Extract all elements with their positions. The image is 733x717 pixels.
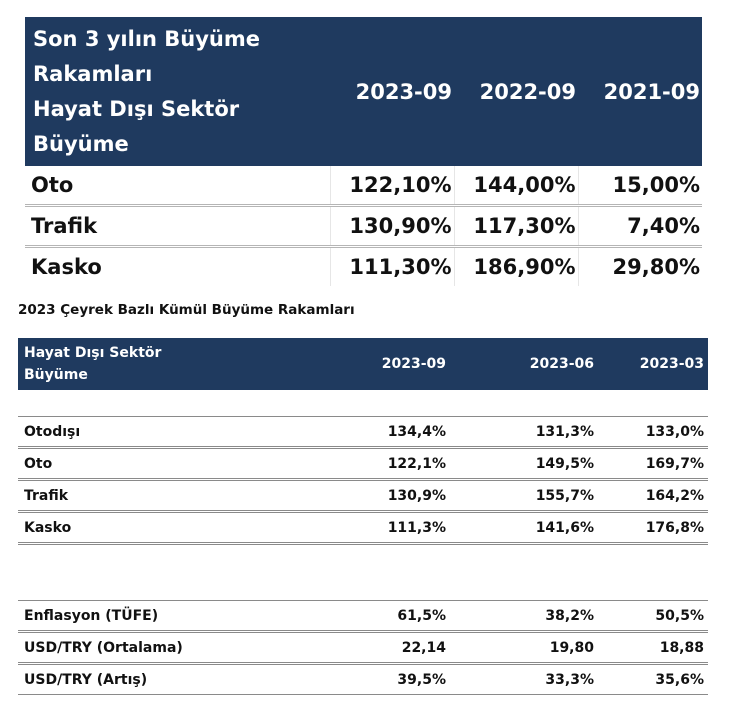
row-label: Trafik xyxy=(18,479,310,513)
spacer-row xyxy=(18,390,708,417)
column-header: 2023-09 xyxy=(330,17,454,166)
column-header: 2022-09 xyxy=(454,17,578,166)
column-header: 2023-03 xyxy=(598,338,708,390)
cell-value: 176,8% xyxy=(598,511,708,545)
row-label: Oto xyxy=(18,447,310,481)
column-header: 2021-09 xyxy=(578,17,702,166)
cell-value: 7,40% xyxy=(577,205,702,248)
table-row: Kasko 111,30% 186,90% 29,80% xyxy=(25,246,702,286)
table-row: USD/TRY (Ortalama) 22,14 19,80 18,88 xyxy=(18,631,708,665)
cell-value: 22,14 xyxy=(310,631,450,665)
cell-value: 61,5% xyxy=(310,600,450,633)
row-label: Otodışı xyxy=(18,416,310,449)
cell-value: 130,90% xyxy=(329,205,454,248)
cell-value: 117,30% xyxy=(453,205,578,248)
row-label: Enflasyon (TÜFE) xyxy=(18,600,310,633)
section-subtitle: 2023 Çeyrek Bazlı Kümül Büyüme Rakamları xyxy=(18,302,355,318)
quarterly-growth-table: Hayat Dışı Sektör Büyüme 2023-09 2023-06… xyxy=(18,338,708,695)
row-label: Kasko xyxy=(18,511,310,545)
cell-value: 39,5% xyxy=(310,663,450,695)
table-header-row: Hayat Dışı Sektör Büyüme 2023-09 2023-06… xyxy=(18,338,708,390)
cell-value: 15,00% xyxy=(577,166,702,207)
cell-value: 18,88 xyxy=(598,631,708,665)
table-row: Oto 122,10% 144,00% 15,00% xyxy=(25,166,702,207)
cell-value: 186,90% xyxy=(453,246,578,286)
cell-value: 134,4% xyxy=(310,416,450,449)
table-row: Oto 122,1% 149,5% 169,7% xyxy=(18,447,708,481)
cell-value: 33,3% xyxy=(450,663,598,695)
cell-value: 29,80% xyxy=(577,246,702,286)
row-label: Oto xyxy=(25,166,330,207)
cell-value: 122,1% xyxy=(310,447,450,481)
cell-value: 130,9% xyxy=(310,479,450,513)
cell-value: 133,0% xyxy=(598,416,708,449)
cell-value: 35,6% xyxy=(598,663,708,695)
row-label: Kasko xyxy=(31,255,102,279)
cell-value: 144,00% xyxy=(453,166,578,207)
cell-value: 155,7% xyxy=(450,479,598,513)
cell-value: 169,7% xyxy=(598,447,708,481)
header-label: Son 3 yılın Büyüme Rakamları Hayat Dışı … xyxy=(25,17,330,166)
row-label: USD/TRY (Ortalama) xyxy=(18,631,310,665)
cell-value: 111,30% xyxy=(329,246,454,286)
cell-value: 131,3% xyxy=(450,416,598,449)
table-row: Enflasyon (TÜFE) 61,5% 38,2% 50,5% xyxy=(18,600,708,633)
column-header: 2023-09 xyxy=(310,338,450,390)
table-row: Kasko 111,3% 141,6% 176,8% xyxy=(18,511,708,545)
table-header-row: Son 3 yılın Büyüme Rakamları Hayat Dışı … xyxy=(25,17,702,166)
cell-value: 122,10% xyxy=(329,166,454,207)
row-label: USD/TRY (Artış) xyxy=(18,663,310,695)
cell-value: 141,6% xyxy=(450,511,598,545)
column-header: 2023-06 xyxy=(450,338,598,390)
table-row: Trafik 130,9% 155,7% 164,2% xyxy=(18,479,708,513)
cell-value: 19,80 xyxy=(450,631,598,665)
cell-value: 111,3% xyxy=(310,511,450,545)
table-row: Otodışı 134,4% 131,3% 133,0% xyxy=(18,416,708,449)
cell-value: 50,5% xyxy=(598,600,708,633)
cell-value: 164,2% xyxy=(598,479,708,513)
cell-value: 38,2% xyxy=(450,600,598,633)
spacer-row xyxy=(18,543,708,601)
growth-table-3-years: Son 3 yılın Büyüme Rakamları Hayat Dışı … xyxy=(25,17,702,286)
header-label: Hayat Dışı Sektör Büyüme xyxy=(18,338,310,390)
row-label: Trafik xyxy=(25,205,330,248)
table-row: USD/TRY (Artış) 39,5% 33,3% 35,6% xyxy=(18,663,708,695)
cell-value: 149,5% xyxy=(450,447,598,481)
table-row: Trafik 130,90% 117,30% 7,40% xyxy=(25,205,702,248)
